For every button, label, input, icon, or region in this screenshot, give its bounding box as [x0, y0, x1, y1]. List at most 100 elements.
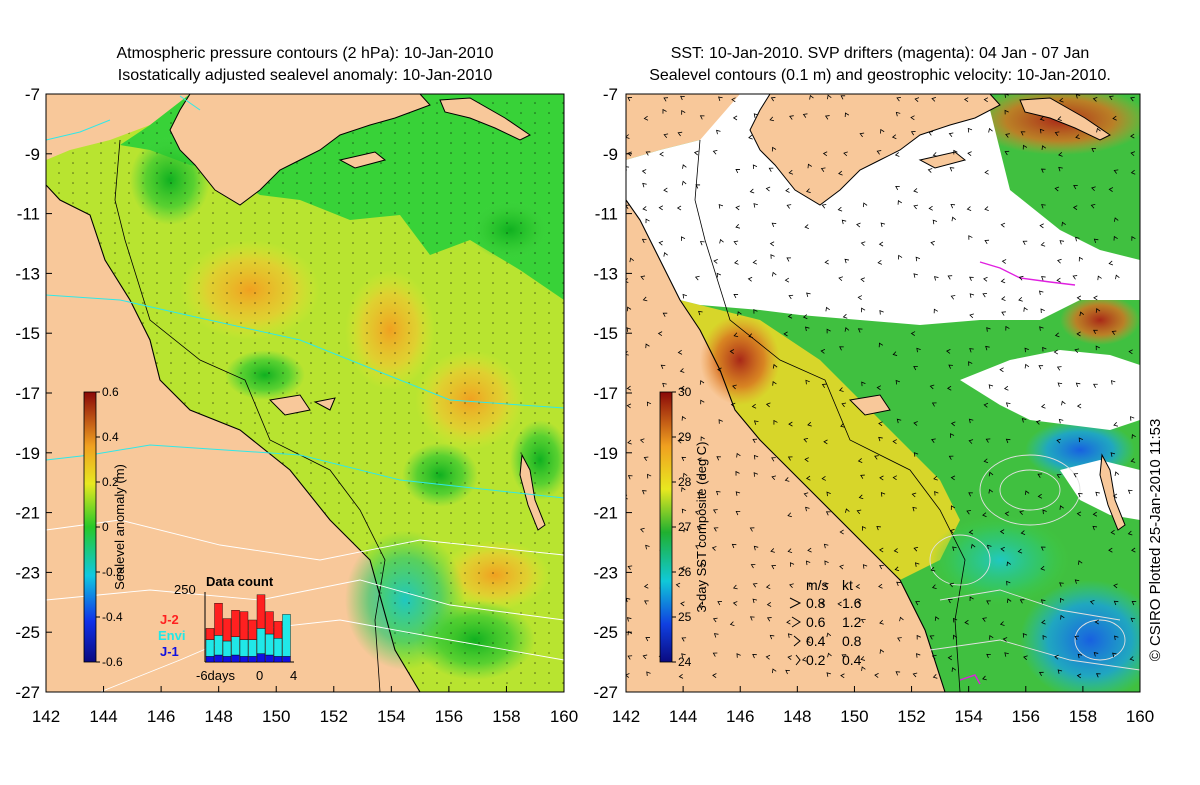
velocity-arrow [966, 510, 972, 515]
velocity-arrow [821, 476, 826, 481]
velocity-arrow [753, 545, 759, 551]
velocity-arrow [680, 236, 686, 241]
velocity-arrow [626, 134, 630, 139]
velocity-arrow [1003, 385, 1009, 391]
velocity-arrow [822, 151, 828, 157]
velocity-arrow [735, 168, 741, 174]
inset-ymax-label: 250 [174, 582, 196, 597]
velocity-arrow [1020, 530, 1026, 535]
velocity-arrow [1113, 217, 1119, 222]
velocity-arrow [895, 185, 900, 191]
right-y-tick-label: -13 [593, 264, 618, 283]
velocity-arrow [748, 333, 754, 338]
velocity-arrow [786, 619, 791, 625]
velocity-arrow [966, 206, 972, 211]
velocity-arrow [809, 94, 814, 100]
velocity-arrow [663, 133, 669, 138]
left-island [313, 397, 336, 411]
velocity-arrow [1004, 109, 1009, 115]
velocity-arrow [999, 367, 1004, 373]
cloud-mask [626, 94, 1140, 325]
velocity-arrow [950, 475, 956, 481]
velocity-arrow [986, 327, 991, 332]
velocity-arrow [1005, 438, 1011, 444]
velocity-arrow [989, 634, 994, 640]
velocity-arrow [874, 455, 879, 460]
velocity-arrow [749, 188, 755, 194]
velocity-arrow [880, 222, 886, 228]
velocity-arrow [1113, 583, 1118, 589]
velocity-arrow [1005, 402, 1011, 407]
velocity-arrow [1057, 669, 1063, 674]
velocity-legend-header-kt: kt [842, 577, 853, 593]
velocity-arrow [1112, 652, 1117, 658]
velocity-arrow [1058, 151, 1063, 157]
left-island [268, 394, 311, 416]
inset-bar-segment-j2 [239, 611, 249, 640]
velocity-arrow [1037, 493, 1043, 499]
velocity-arrow [1018, 275, 1024, 281]
velocity-arrow [1131, 236, 1136, 241]
velocity-arrow [1113, 600, 1119, 606]
velocity-arrow [663, 97, 669, 102]
left-y-tick-label: -9 [25, 145, 40, 164]
velocity-arrow [1095, 673, 1101, 678]
velocity-arrow [772, 271, 777, 277]
velocity-arrow [1075, 236, 1080, 242]
velocity-arrow [626, 350, 629, 356]
velocity-arrow [825, 511, 831, 516]
velocity-arrow [662, 108, 667, 114]
velocity-arrow [680, 385, 685, 391]
velocity-arrow [915, 256, 921, 262]
right-colorbar-ticks: 30 29 28 27 26 25 24 [672, 385, 692, 669]
velocity-arrow [931, 438, 936, 443]
velocity-arrow [716, 129, 721, 135]
velocity-arrow [788, 169, 794, 175]
velocity-arrow [1059, 597, 1065, 603]
colorbar-tick-label: 30 [678, 385, 692, 399]
velocity-arrow [645, 343, 650, 349]
velocity-arrow [696, 525, 702, 531]
velocity-arrow [988, 488, 993, 494]
velocity-arrow [933, 308, 938, 314]
velocity-arrow [753, 308, 758, 314]
velocity-arrow [680, 95, 685, 101]
velocity-arrow [698, 602, 704, 607]
velocity-arrow [895, 671, 901, 676]
inset-title: Data count [206, 574, 274, 589]
velocity-arrow [699, 115, 705, 120]
velocity-arrow [821, 383, 827, 389]
velocity-arrow [643, 456, 649, 461]
velocity-arrow [968, 492, 973, 497]
velocity-arrow [983, 458, 989, 464]
velocity-arrow [878, 342, 884, 348]
velocity-arrow [626, 204, 630, 209]
velocity-arrow [680, 565, 686, 571]
velocity-arrow [953, 617, 958, 623]
velocity-arrow [1076, 331, 1081, 337]
velocity-arrow [826, 328, 831, 334]
velocity-arrow [932, 152, 938, 157]
velocity-arrow [658, 240, 664, 246]
velocity-arrow [931, 654, 937, 660]
velocity-arrow [1019, 599, 1025, 604]
velocity-arrow [826, 672, 831, 677]
velocity-arrow [999, 621, 1005, 626]
velocity-arrow [963, 97, 969, 103]
velocity-arrow [712, 673, 717, 678]
velocity-arrow [711, 546, 717, 551]
velocity-arrow [789, 115, 794, 120]
left-x-tick-label: 160 [550, 707, 578, 726]
left-x-tick-label: 152 [320, 707, 348, 726]
velocity-arrow [647, 473, 652, 479]
velocity-arrow [700, 436, 705, 441]
velocity-arrow [641, 490, 647, 495]
velocity-arrow [841, 654, 847, 659]
velocity-arrow [1130, 617, 1136, 623]
velocity-arrow [1058, 418, 1064, 424]
velocity-arrow [856, 600, 862, 605]
velocity-arrow [823, 439, 828, 445]
velocity-arrow [934, 491, 939, 496]
velocity-arrow [785, 188, 790, 193]
inset-bar-segment-j2 [248, 619, 257, 640]
